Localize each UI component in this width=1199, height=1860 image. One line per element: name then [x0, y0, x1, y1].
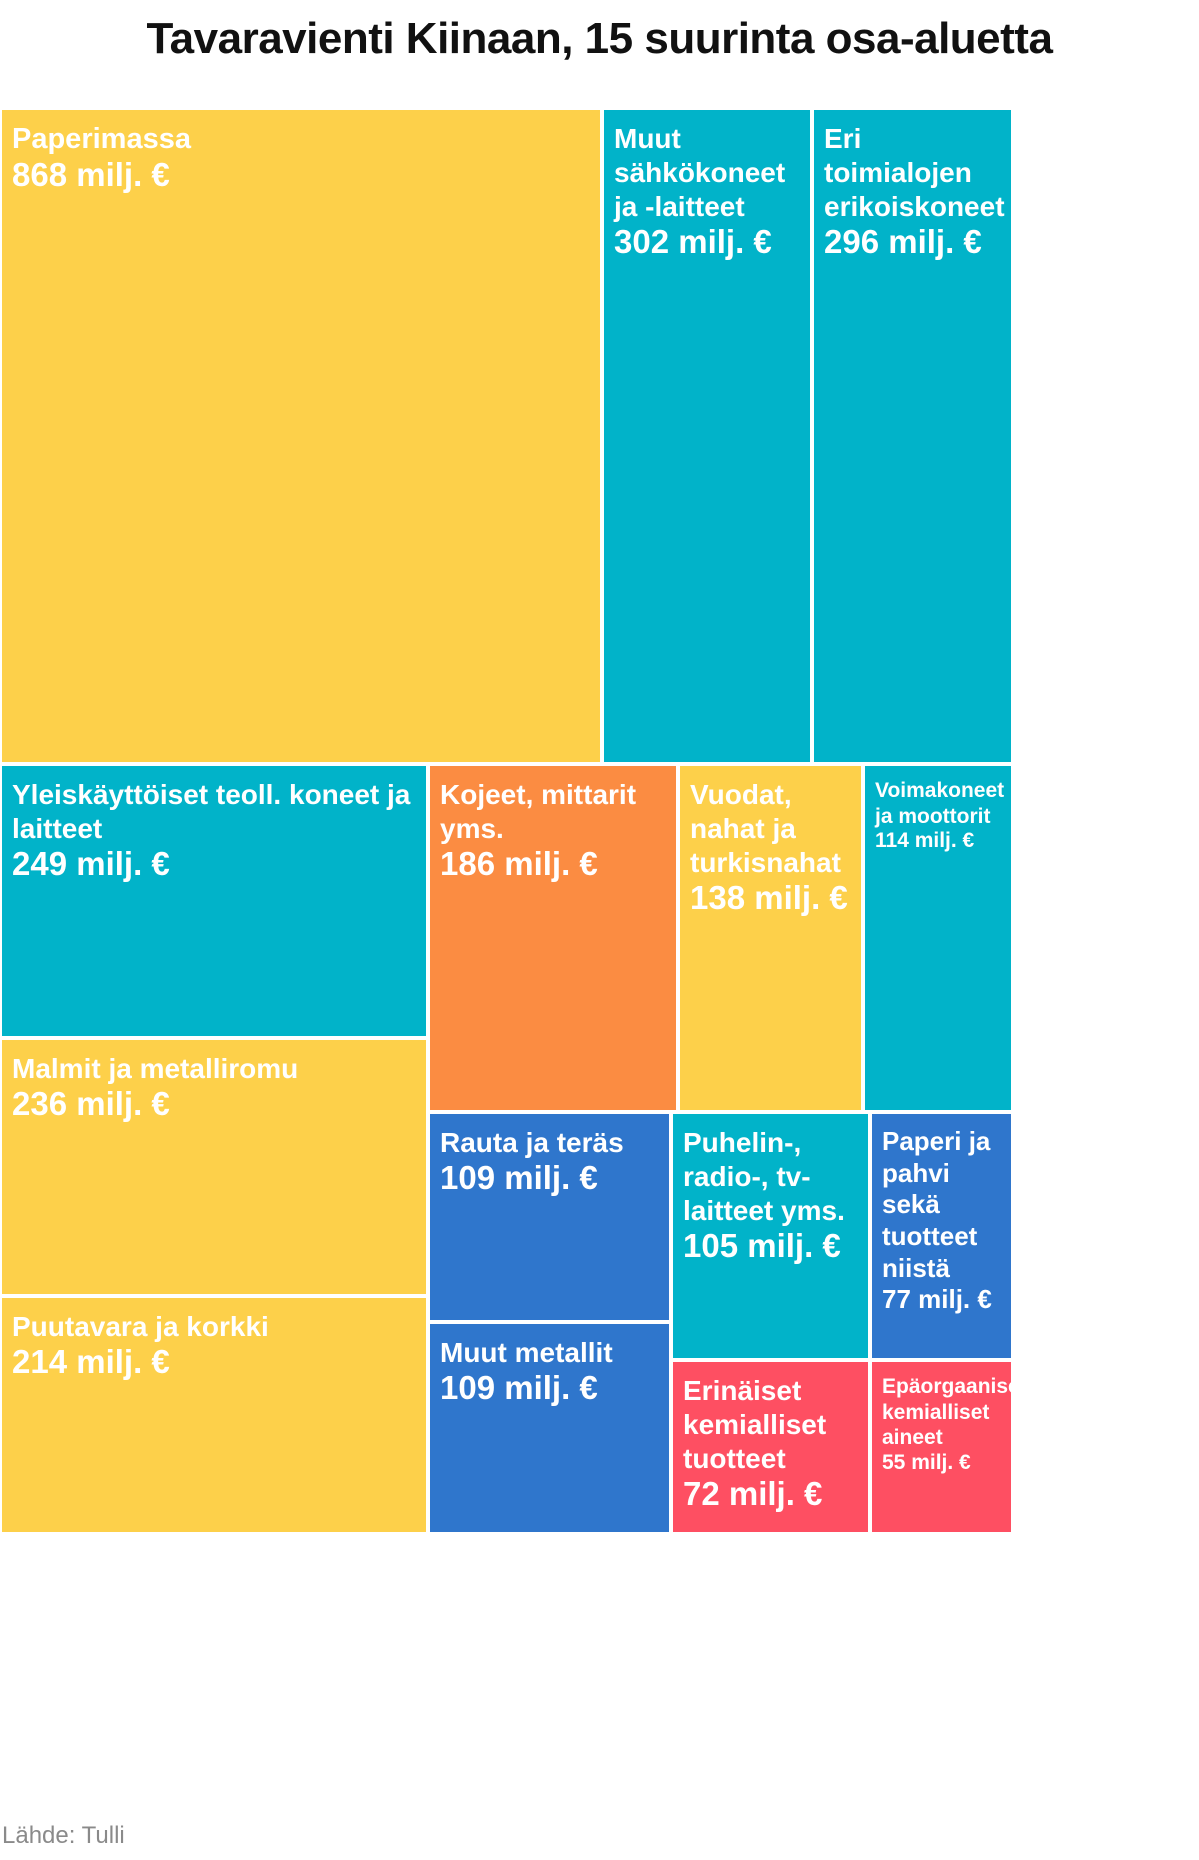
treemap-cell-label: Paperimassa	[12, 123, 191, 155]
treemap-cell-label: Rauta ja teräs	[440, 1127, 624, 1158]
treemap: Paperimassa 868 milj. € Muut sähkökoneet j…	[0, 108, 1199, 1812]
treemap-cell-label: Paperi ja pahvi sekä tuotteet niistä	[882, 1126, 991, 1283]
treemap-cell: Kojeet, mittarit yms. 186 milj. €	[428, 764, 678, 1112]
treemap-cell-value: 296 milj. €	[824, 223, 982, 261]
treemap-cell-value: 77 milj. €	[882, 1283, 992, 1314]
treemap-cell-value: 214 milj. €	[12, 1343, 170, 1381]
treemap-cell-value: 138 milj. €	[690, 879, 848, 917]
treemap-cell-value: 302 milj. €	[614, 223, 772, 261]
treemap-cell: Erinäiset kemialliset tuotteet 72 milj. €	[671, 1360, 870, 1534]
treemap-cell: Epäorgaaniset kemialliset aineet 55 milj.…	[870, 1360, 1013, 1534]
treemap-cell-label: Muut metallit	[440, 1337, 613, 1368]
treemap-cell: Paperi ja pahvi sekä tuotteet niistä 77 m…	[870, 1112, 1013, 1360]
treemap-cell: Voimakoneet ja moottorit 114 milj. €	[863, 764, 1013, 1112]
treemap-cell: Eri toimialojen erikoiskoneet 296 milj. €	[812, 108, 1013, 764]
treemap-cell-value: 249 milj. €	[12, 845, 170, 883]
treemap-cell-label: Voimakoneet ja moottorit	[875, 779, 1005, 828]
treemap-cell-label: Puutavara ja korkki	[12, 1311, 269, 1342]
treemap-cell-value: 105 milj. €	[683, 1227, 841, 1265]
treemap-cell-value: 109 milj. €	[440, 1369, 598, 1407]
treemap-cell-value: 236 milj. €	[12, 1085, 170, 1123]
source-note: Lähde: Tulli	[2, 1822, 125, 1849]
treemap-cell-label: Vuodat, nahat ja turkisnahat	[690, 779, 841, 879]
treemap-cell-value: 109 milj. €	[440, 1159, 598, 1197]
treemap-cell-label: Puhelin-, radio-, tv-laitteet yms.	[683, 1127, 845, 1227]
treemap-cell-label: Yleiskäyttöiset teoll. koneet ja laittee…	[12, 779, 411, 845]
treemap-cell-value: 55 milj. €	[882, 1450, 971, 1474]
treemap-cell-value: 114 milj. €	[875, 829, 975, 853]
treemap-cell-value: 72 milj. €	[683, 1475, 823, 1513]
treemap-cell-label: Erinäiset kemialliset tuotteet	[683, 1375, 827, 1475]
treemap-cell: Muut sähkökoneet ja -laitteet 302 milj. €	[602, 108, 812, 764]
treemap-cell: Puutavara ja korkki 214 milj. €	[0, 1296, 428, 1534]
treemap-cell-label: Epäorgaaniset kemialliset aineet	[882, 1375, 1013, 1450]
treemap-cell: Muut metallit 109 milj. €	[428, 1322, 671, 1534]
treemap-cell-label: Eri toimialojen erikoiskoneet	[824, 123, 1005, 223]
treemap-cell-label: Kojeet, mittarit yms.	[440, 779, 637, 845]
treemap-cell: Vuodat, nahat ja turkisnahat 138 milj. €	[678, 764, 863, 1112]
chart-title: Tavaravienti Kiinaan, 15 suurinta osa-al…	[146, 14, 1053, 63]
treemap-cell: Puhelin-, radio-, tv-laitteet yms. 105 mi…	[671, 1112, 870, 1360]
treemap-cell: Rauta ja teräs 109 milj. €	[428, 1112, 671, 1322]
treemap-cell: Yleiskäyttöiset teoll. koneet ja laittee…	[0, 764, 428, 1038]
treemap-cell: Malmit ja metalliromu 236 milj. €	[0, 1038, 428, 1296]
treemap-cell: Paperimassa 868 milj. €	[0, 108, 602, 764]
treemap-cell-label: Malmit ja metalliromu	[12, 1053, 299, 1084]
treemap-cell-label: Muut sähkökoneet ja -laitteet	[614, 123, 786, 223]
treemap-cell-value: 186 milj. €	[440, 845, 598, 883]
treemap-cell-value: 868 milj. €	[12, 156, 170, 194]
